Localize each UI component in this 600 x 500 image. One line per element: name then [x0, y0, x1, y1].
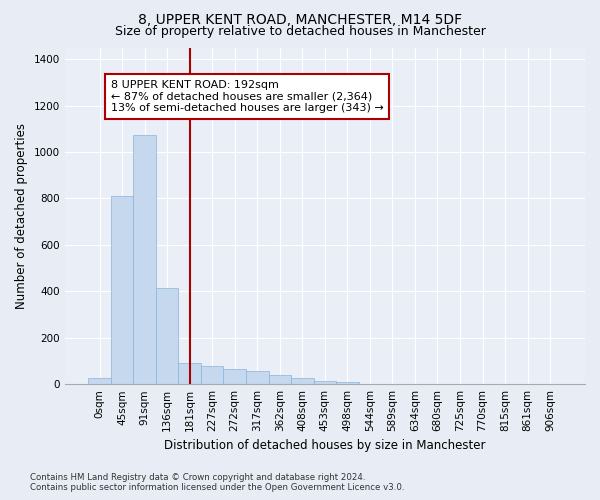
Bar — [269, 375, 291, 384]
Bar — [246, 372, 269, 384]
Bar — [201, 366, 223, 384]
Bar — [88, 378, 111, 384]
Bar — [111, 196, 133, 384]
Bar — [223, 369, 246, 384]
X-axis label: Distribution of detached houses by size in Manchester: Distribution of detached houses by size … — [164, 440, 485, 452]
Bar — [133, 134, 156, 384]
Y-axis label: Number of detached properties: Number of detached properties — [15, 123, 28, 309]
Text: Size of property relative to detached houses in Manchester: Size of property relative to detached ho… — [115, 25, 485, 38]
Bar — [156, 288, 178, 384]
Text: 8 UPPER KENT ROAD: 192sqm
← 87% of detached houses are smaller (2,364)
13% of se: 8 UPPER KENT ROAD: 192sqm ← 87% of detac… — [111, 80, 383, 113]
Bar — [178, 364, 201, 384]
Text: 8, UPPER KENT ROAD, MANCHESTER, M14 5DF: 8, UPPER KENT ROAD, MANCHESTER, M14 5DF — [138, 12, 462, 26]
Bar — [291, 378, 314, 384]
Text: Contains HM Land Registry data © Crown copyright and database right 2024.
Contai: Contains HM Land Registry data © Crown c… — [30, 473, 404, 492]
Bar — [336, 382, 359, 384]
Bar — [314, 380, 336, 384]
